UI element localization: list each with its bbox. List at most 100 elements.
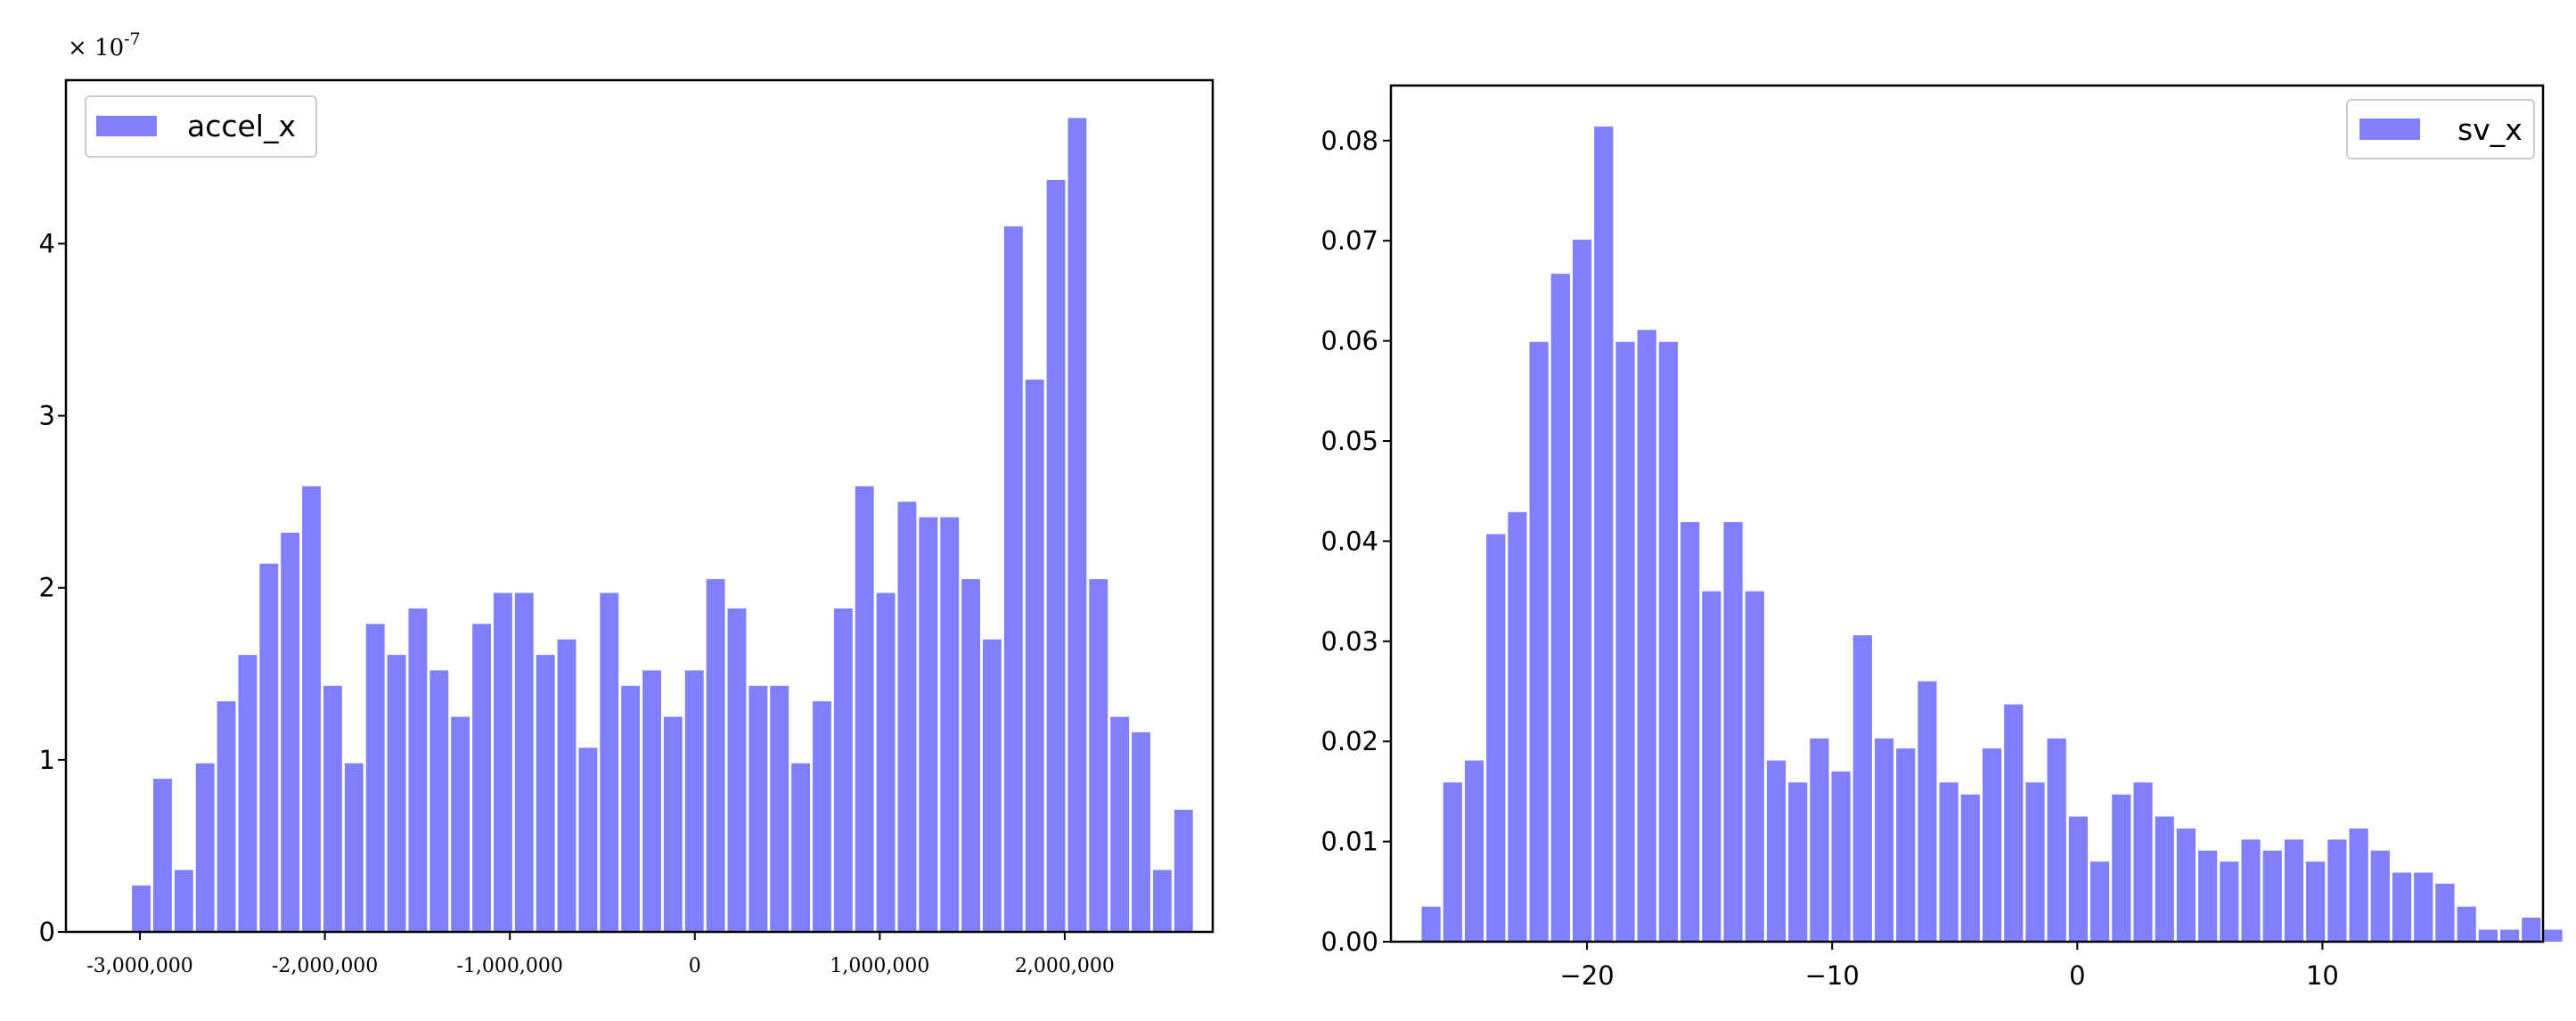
histogram-bar: [1982, 748, 2002, 942]
histogram-bar: [1486, 534, 1506, 942]
histogram-bar: [940, 517, 960, 932]
histogram-bar: [2478, 929, 2498, 942]
x-tick-label: -3,000,000: [86, 955, 192, 977]
histogram-bar: [1529, 341, 1549, 942]
histogram-bar: [429, 670, 449, 932]
histogram-bar: [2004, 704, 2024, 942]
histogram-bar: [1025, 380, 1044, 932]
legend-label-sv-x: sv_x: [2457, 112, 2523, 147]
scale-exponent: -7: [124, 29, 141, 49]
histogram-bar: [1615, 341, 1635, 942]
histogram-bar: [961, 579, 981, 932]
histogram-bar: [323, 685, 342, 932]
histogram-bar: [770, 685, 789, 932]
histogram-bar: [1421, 906, 1441, 942]
sv-x-histogram: −20 −10 0 10 0.000.010.020.030.040.050.060.…: [1321, 84, 2563, 991]
sv-x-axes-frame: [1389, 84, 2545, 943]
histogram-bar: [2370, 850, 2390, 942]
accel-x-y-ticks: 0 1 2 3 4: [39, 228, 66, 947]
histogram-bar: [2457, 906, 2476, 942]
histogram-bar: [536, 655, 555, 932]
x-tick-label: 0: [2069, 960, 2085, 991]
x-tick-label: -2,000,000: [272, 955, 378, 977]
scale-prefix: × 10: [68, 35, 124, 61]
legend-label-accel-x: accel_x: [187, 109, 296, 143]
histogram-bar: [195, 763, 215, 932]
x-tick-label: -1,000,000: [456, 955, 562, 977]
histogram-bar: [2176, 828, 2196, 942]
x-tick-label: 1,000,000: [830, 955, 929, 977]
y-tick-label: 0.06: [1321, 326, 1378, 356]
histogram-bar: [1918, 681, 1937, 942]
histogram-bar: [408, 608, 428, 932]
histogram-bar: [1046, 180, 1066, 932]
histogram-bar: [833, 608, 853, 932]
histogram-bar: [1960, 794, 1980, 942]
histogram-bar: [493, 592, 512, 932]
accel-x-axes-frame: [64, 78, 1214, 934]
x-tick-label: 10: [2306, 960, 2339, 991]
legend-frame: [2346, 99, 2535, 159]
histogram-bar: [983, 639, 1002, 932]
sv-x-x-ticks: −20 −10 0 10: [1559, 942, 2339, 991]
histogram-bar: [876, 592, 895, 932]
histogram-bar: [2133, 782, 2153, 942]
histogram-bar: [1788, 782, 1808, 942]
legend-frame: [85, 95, 317, 158]
y-tick-label: 1: [39, 745, 55, 775]
sv-x-legend: sv_x: [2346, 99, 2535, 159]
histogram-bar: [621, 685, 641, 932]
histogram-bar: [2543, 929, 2563, 942]
legend-swatch: [96, 116, 157, 136]
y-tick-label: 0.01: [1321, 827, 1378, 857]
histogram-bar: [2262, 850, 2282, 942]
histogram-bar: [1681, 522, 1700, 942]
histogram-bar: [897, 502, 917, 932]
histogram-bar: [132, 885, 151, 932]
histogram-bar: [1508, 511, 1527, 942]
histogram-bar: [2284, 839, 2304, 942]
histogram-bar: [2025, 782, 2045, 942]
histogram-bar: [1174, 809, 1193, 932]
accel-x-legend: accel_x: [85, 95, 317, 158]
y-tick-label: 0.08: [1321, 126, 1378, 156]
histogram-bar: [153, 779, 172, 932]
accel-x-histogram: -3,000,000 -2,000,000 -1,000,000 0 1,000,000…: [39, 29, 1214, 977]
x-tick-label: −20: [1559, 960, 1614, 991]
histogram-bar: [1658, 341, 1679, 942]
histogram-bar: [1702, 591, 1721, 942]
sv-x-bars: [1421, 127, 2563, 943]
histogram-bar: [2392, 872, 2412, 942]
y-tick-label: 4: [39, 228, 55, 258]
histogram-bar: [451, 716, 470, 932]
y-tick-label: 0: [39, 917, 55, 947]
histogram-bar: [1745, 591, 1764, 942]
x-tick-label: 2,000,000: [1015, 955, 1115, 977]
histogram-bar: [174, 870, 193, 932]
histogram-bar: [578, 747, 598, 932]
histogram-bar: [2047, 738, 2066, 942]
histogram-bar: [2349, 828, 2368, 942]
histogram-bar: [1443, 782, 1462, 942]
histogram-bar: [1831, 771, 1851, 942]
histogram-bar: [2306, 862, 2326, 942]
histogram-bar: [2435, 883, 2455, 942]
histogram-bar: [748, 685, 768, 932]
y-tick-label: 0.03: [1321, 626, 1378, 657]
histogram-bar: [2220, 862, 2239, 942]
histogram-bar: [706, 579, 725, 932]
histogram-bar: [344, 763, 364, 932]
histogram-bar: [727, 608, 747, 932]
histogram-bar: [2112, 794, 2131, 942]
x-tick-label: 0: [689, 955, 701, 977]
y-tick-label: 2: [39, 573, 55, 603]
histogram-bar: [514, 592, 534, 932]
histogram-bar: [472, 624, 491, 932]
histogram-bar: [1153, 870, 1172, 932]
histogram-bar: [2327, 839, 2347, 942]
histogram-bar: [1550, 274, 1570, 942]
histogram-bar: [1464, 760, 1484, 942]
histogram-bar: [387, 655, 406, 932]
histogram-bar: [919, 517, 938, 932]
histogram-bar: [259, 563, 279, 932]
